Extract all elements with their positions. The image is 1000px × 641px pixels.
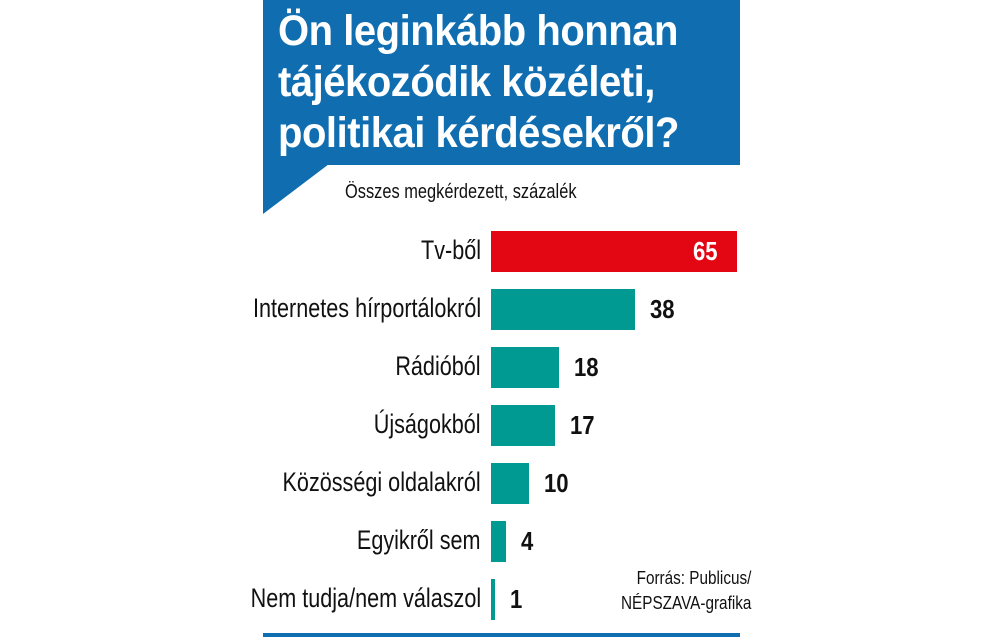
bar [491, 405, 556, 446]
value-label: 4 [521, 526, 534, 556]
category-label: Rádióból [395, 351, 481, 381]
category-label: Egyikről sem [357, 525, 481, 555]
value-label: 38 [649, 294, 675, 324]
bar-row: Rádióból 18 [0, 347, 1000, 388]
bar-row: Újságokból 17 [0, 405, 1000, 446]
value-label: 10 [543, 468, 569, 498]
bar-row: Közösségi oldalakról 10 [0, 463, 1000, 504]
bar-row: Nem tudja/nem válaszol 1 [0, 579, 1000, 620]
bar [491, 521, 507, 562]
category-label: Közösségi oldalakról [282, 467, 481, 497]
bar-row: Egyikről sem 4 [0, 521, 1000, 562]
chart-title: Ön leginkább honnan tájékozódik közéleti… [278, 7, 679, 157]
bar [491, 231, 737, 272]
bar [491, 347, 560, 388]
bar-row: Internetes hírportálokról 38 [0, 289, 1000, 330]
value-label: 1 [509, 584, 523, 614]
title-box [263, 0, 740, 165]
value-label: 17 [570, 410, 595, 440]
category-label: Tv-ből [420, 235, 481, 265]
chart-subtitle: Összes megkérdezett, százalék [345, 181, 577, 203]
speech-bubble-tail [263, 164, 329, 214]
category-label: Internetes hírportálokról [252, 293, 481, 323]
value-label: 65 [693, 236, 718, 266]
bar [491, 579, 495, 620]
source-note: Forrás: Publicus/ NÉPSZAVA-grafika [620, 568, 751, 613]
bottom-rule [263, 633, 740, 637]
bar-row: Tv-ből 65 [0, 231, 1000, 272]
category-label: Nem tudja/nem válaszol [250, 583, 481, 613]
category-label: Újságokból [374, 409, 481, 439]
bar [491, 463, 529, 504]
value-label: 18 [574, 352, 599, 382]
bar [491, 289, 635, 330]
